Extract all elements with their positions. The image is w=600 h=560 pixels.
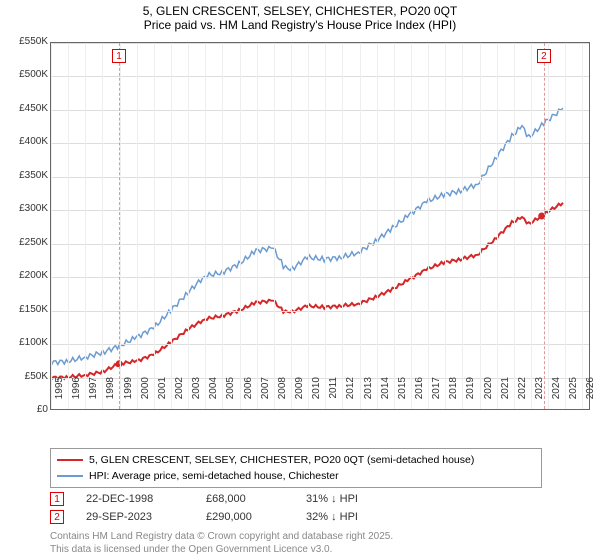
x-axis-label: 2020 (483, 377, 494, 412)
x-axis-label: 2007 (260, 377, 271, 412)
chart-svg (51, 43, 589, 409)
x-axis-label: 2022 (517, 377, 528, 412)
x-axis-label: 2000 (140, 377, 151, 412)
title-subtitle: Price paid vs. HM Land Registry's House … (0, 18, 600, 32)
y-axis-label: £200K (3, 270, 48, 281)
x-axis-label: 1999 (123, 377, 134, 412)
marker-delta-2: 32% ↓ HPI (306, 511, 406, 523)
footer-line2: This data is licensed under the Open Gov… (50, 544, 393, 557)
marker-row-2: 2 29-SEP-2023 £290,000 32% ↓ HPI (50, 508, 406, 526)
x-axis-label: 2009 (294, 377, 305, 412)
x-axis-label: 2001 (157, 377, 168, 412)
chart-title-block: 5, GLEN CRESCENT, SELSEY, CHICHESTER, PO… (0, 0, 600, 34)
x-axis-label: 1997 (88, 377, 99, 412)
legend-label-property: 5, GLEN CRESCENT, SELSEY, CHICHESTER, PO… (89, 454, 474, 466)
x-axis-label: 2003 (191, 377, 202, 412)
y-axis-label: £100K (3, 337, 48, 348)
chart-marker-2: 2 (537, 49, 551, 63)
marker-date-1: 22-DEC-1998 (86, 493, 206, 505)
legend-row-property: 5, GLEN CRESCENT, SELSEY, CHICHESTER, PO… (57, 452, 535, 468)
marker-date-2: 29-SEP-2023 (86, 511, 206, 523)
x-axis-label: 2002 (174, 377, 185, 412)
x-axis-label: 2025 (568, 377, 579, 412)
y-axis-label: £50K (3, 371, 48, 382)
x-axis-label: 2010 (311, 377, 322, 412)
x-axis-label: 2005 (225, 377, 236, 412)
chart-marker-1: 1 (112, 49, 126, 63)
x-axis-label: 2024 (551, 377, 562, 412)
marker-price-1: £68,000 (206, 493, 306, 505)
y-axis-label: £150K (3, 304, 48, 315)
x-axis-label: 2023 (534, 377, 545, 412)
title-address: 5, GLEN CRESCENT, SELSEY, CHICHESTER, PO… (0, 4, 600, 18)
x-axis-label: 2026 (585, 377, 596, 412)
x-axis-label: 2004 (208, 377, 219, 412)
marker-badge-2: 2 (50, 510, 64, 524)
x-axis-label: 2014 (380, 377, 391, 412)
legend-swatch-hpi (57, 475, 83, 477)
y-axis-label: £300K (3, 203, 48, 214)
y-axis-label: £250K (3, 237, 48, 248)
y-axis-label: £450K (3, 103, 48, 114)
x-axis-label: 2011 (328, 377, 339, 412)
marker-table: 1 22-DEC-1998 £68,000 31% ↓ HPI 2 29-SEP… (50, 490, 406, 526)
legend-box: 5, GLEN CRESCENT, SELSEY, CHICHESTER, PO… (50, 448, 542, 488)
legend-label-hpi: HPI: Average price, semi-detached house,… (89, 470, 339, 482)
x-axis-label: 2021 (500, 377, 511, 412)
marker-price-2: £290,000 (206, 511, 306, 523)
x-axis-label: 2018 (448, 377, 459, 412)
y-axis-label: £0 (3, 404, 48, 415)
x-axis-label: 2012 (345, 377, 356, 412)
x-axis-label: 2019 (465, 377, 476, 412)
x-axis-label: 2016 (414, 377, 425, 412)
legend-swatch-property (57, 459, 83, 461)
chart-plot-area: 12 (50, 42, 590, 410)
marker-row-1: 1 22-DEC-1998 £68,000 31% ↓ HPI (50, 490, 406, 508)
x-axis-label: 2013 (363, 377, 374, 412)
y-axis-label: £400K (3, 136, 48, 147)
legend-row-hpi: HPI: Average price, semi-detached house,… (57, 468, 535, 484)
y-axis-label: £350K (3, 170, 48, 181)
marker-delta-1: 31% ↓ HPI (306, 493, 406, 505)
x-axis-label: 1998 (105, 377, 116, 412)
marker-badge-1: 1 (50, 492, 64, 506)
x-axis-label: 2008 (277, 377, 288, 412)
x-axis-label: 1996 (71, 377, 82, 412)
x-axis-label: 2015 (397, 377, 408, 412)
y-axis-label: £500K (3, 69, 48, 80)
x-axis-label: 1995 (54, 377, 65, 412)
x-axis-label: 2017 (431, 377, 442, 412)
footer-attribution: Contains HM Land Registry data © Crown c… (50, 531, 393, 556)
footer-line1: Contains HM Land Registry data © Crown c… (50, 531, 393, 544)
x-axis-label: 2006 (243, 377, 254, 412)
y-axis-label: £550K (3, 36, 48, 47)
